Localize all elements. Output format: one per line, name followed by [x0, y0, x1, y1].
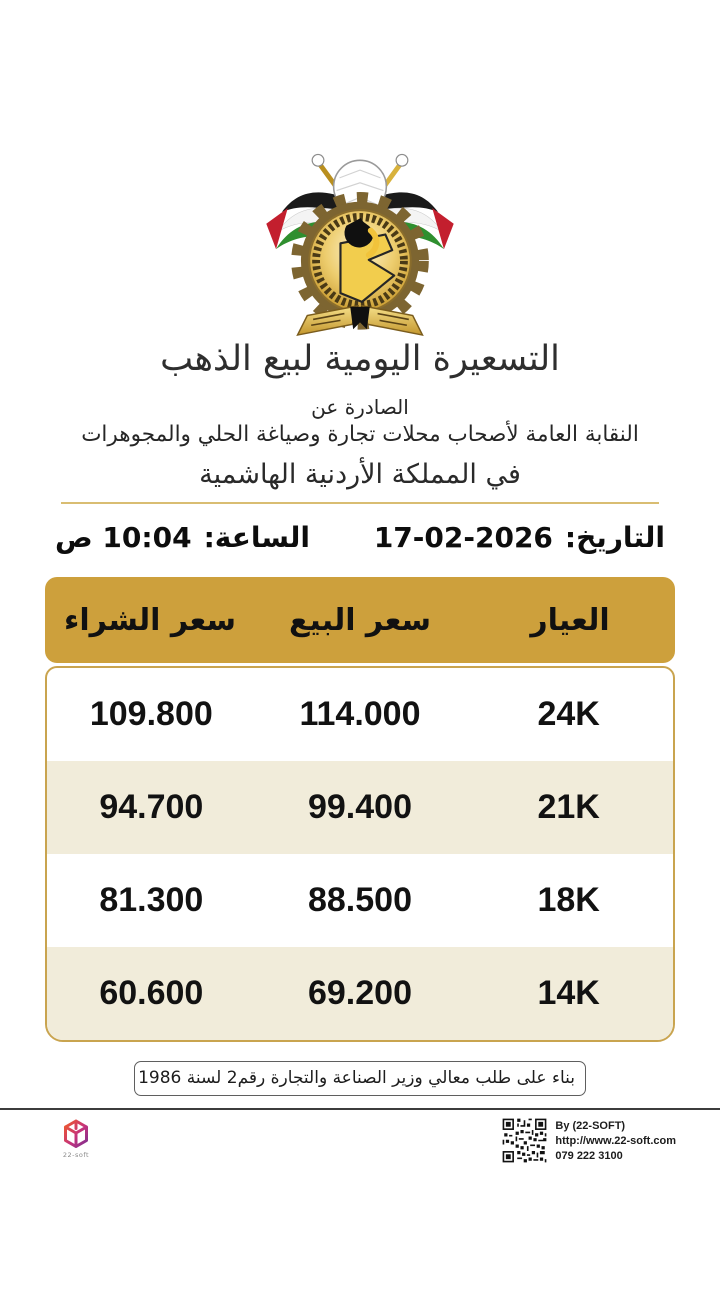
sell-cell: 114.000 — [299, 695, 421, 733]
credit-url: http://www.22-soft.com — [555, 1135, 676, 1147]
date-group: التاريخ: 17-02-2026 — [374, 521, 665, 554]
karat-cell: 14K — [537, 974, 600, 1012]
credit-by: By (22-SOFT) — [555, 1120, 626, 1132]
22soft-cube-icon — [64, 1119, 88, 1148]
issued-by-label: الصادرة عن — [311, 395, 409, 419]
sell-cell: 69.200 — [307, 974, 412, 1012]
date-value: 17-02-2026 — [373, 521, 553, 554]
table-row-18k: 18K 88.500 81.300 — [47, 854, 673, 947]
table-row-14k: 14K 69.200 60.600 — [47, 947, 673, 1040]
sell-cell: 88.500 — [307, 881, 412, 919]
country-line: في المملكة الأردنية الهاشمية — [199, 459, 521, 490]
sell-cell: 99.400 — [307, 788, 412, 826]
buy-cell: 94.700 — [99, 788, 204, 826]
table-row-24k: 24K 114.000 109.800 — [47, 668, 673, 761]
credit-phone: 079 222 3100 — [555, 1150, 623, 1162]
karat-cell: 21K — [537, 788, 600, 826]
footer-bar: 22-soft By (22-SOFT) http://www.22-soft.… — [0, 1110, 720, 1180]
buy-cell: 81.300 — [99, 881, 204, 919]
price-table: العيار سعر البيع سعر الشراء 24K 114.000 … — [45, 577, 675, 1042]
karat-cell: 18K — [537, 881, 600, 919]
col-header-buy: سعر الشراء — [64, 602, 236, 638]
time-label: الساعة: — [203, 521, 310, 554]
vendor-credit-block: By (22-SOFT) http://www.22-soft.com 079 … — [501, 1117, 676, 1164]
col-header-sell: سعر البيع — [288, 602, 432, 638]
syndicate-emblem-icon — [266, 153, 454, 337]
date-time-row: التاريخ: 17-02-2026 الساعة: 10:04 ص — [0, 521, 720, 554]
col-header-karat: العيار — [530, 602, 610, 638]
gold-divider — [61, 502, 659, 504]
buy-cell: 60.600 — [99, 974, 204, 1012]
vendor-logo-caption: 22-soft — [62, 1151, 90, 1159]
footer-divider — [0, 1108, 720, 1110]
buy-cell: 109.800 — [89, 695, 213, 733]
legal-note-box: بناء على طلب معالي وزير الصناعة والتجارة… — [134, 1061, 586, 1096]
time-group: الساعة: 10:04 ص — [55, 521, 310, 554]
table-row-21k: 21K 99.400 94.700 — [47, 761, 673, 854]
price-table-header: العيار سعر البيع سعر الشراء — [45, 577, 675, 663]
time-value: 10:04 ص — [55, 521, 192, 554]
vendor-logo: 22-soft — [58, 1118, 94, 1159]
qr-code-icon — [501, 1117, 549, 1164]
date-label: التاريخ: — [564, 521, 665, 554]
price-table-body: 24K 114.000 109.800 21K 99.400 94.700 18… — [45, 666, 675, 1042]
issuer-name: النقابة العامة لأصحاب محلات تجارة وصياغة… — [81, 422, 639, 447]
page-title: التسعيرة اليومية لبيع الذهب — [160, 339, 560, 379]
karat-cell: 24K — [537, 695, 600, 733]
